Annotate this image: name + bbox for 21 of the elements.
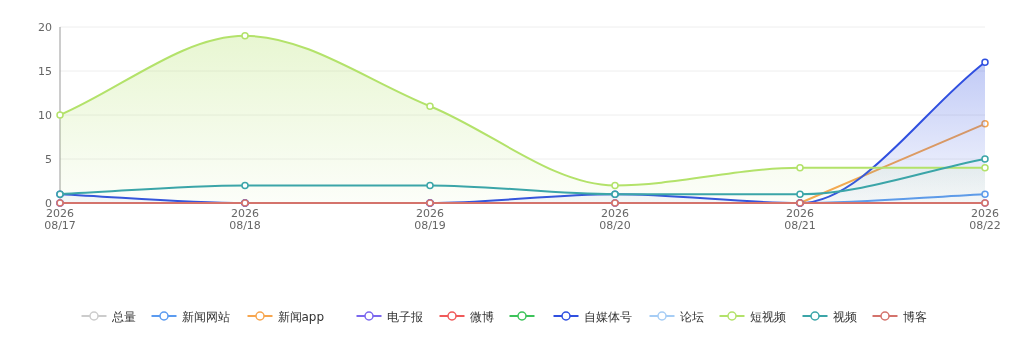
x-tick-label: 2026 08/20 — [599, 207, 631, 232]
legend-label: 总量 — [110, 309, 136, 324]
x-tick-label: 2026 08/22 — [969, 207, 1001, 232]
x-tick-label: 2026 08/19 — [414, 207, 446, 232]
legend-label: 博客 — [902, 309, 927, 324]
legend-label: 视频 — [832, 309, 857, 324]
legend-label: 新闻网站 — [181, 309, 230, 324]
legend-label: 自媒体号 — [583, 309, 632, 324]
x-tick-label: 2026 08/18 — [229, 207, 261, 232]
x-tick-label: 2026 08/17 — [44, 207, 76, 232]
legend-label: 电子报 — [386, 309, 423, 324]
y-tick-label: 15 — [38, 65, 52, 78]
legend-label: 新闻app — [277, 309, 325, 324]
y-tick-label: 20 — [38, 21, 52, 34]
y-tick-label: 5 — [45, 153, 52, 166]
legend-label: 微博 — [469, 309, 494, 324]
legend-label: 短视频 — [749, 309, 786, 324]
x-tick-label: 2026 08/21 — [784, 207, 816, 232]
legend-label: 论坛 — [679, 309, 704, 324]
y-tick-label: 0 — [45, 197, 52, 210]
y-tick-label: 10 — [38, 109, 52, 122]
